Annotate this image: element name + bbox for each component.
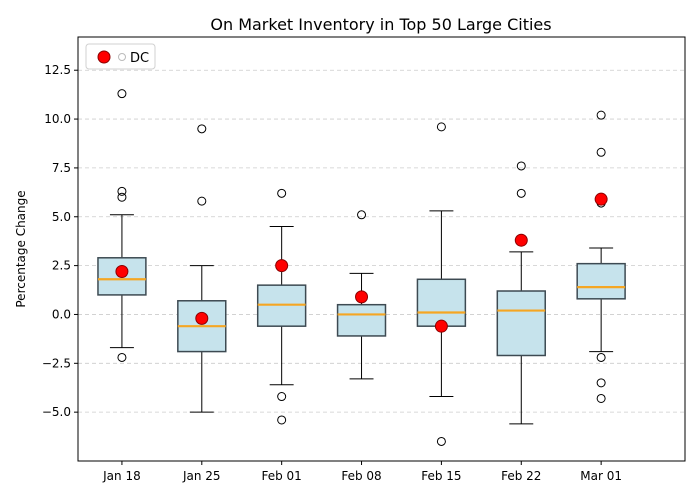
outlier-point bbox=[117, 186, 127, 196]
dc-markers-layer bbox=[115, 192, 608, 333]
y-tick-label: 5.0 bbox=[52, 210, 71, 224]
y-axis-ticks: −5.0 −2.5 0.0 2.5 5.0 7.5 10.0 12.5 bbox=[42, 63, 78, 419]
x-tick-label: Jan 18 bbox=[102, 469, 141, 483]
box-group-4 bbox=[336, 210, 387, 380]
outlier-point bbox=[357, 210, 367, 220]
outlier-point bbox=[117, 352, 127, 362]
x-axis-ticks: Jan 18 Jan 25 Feb 01 Feb 08 Feb 15 Feb 22 Mar … bbox=[102, 461, 622, 483]
outlier-point bbox=[277, 415, 287, 425]
outlier-point bbox=[596, 378, 606, 388]
x-tick-label: Mar 01 bbox=[580, 469, 622, 483]
x-tick-label: Feb 08 bbox=[341, 469, 381, 483]
dc-point bbox=[434, 319, 448, 333]
x-tick-label: Feb 15 bbox=[421, 469, 461, 483]
legend-dc-label: DC bbox=[130, 51, 149, 66]
outlier-point bbox=[436, 436, 446, 446]
legend-dc-marker-icon bbox=[97, 50, 111, 64]
x-tick-label: Feb 01 bbox=[261, 469, 301, 483]
y-tick-label: −5.0 bbox=[42, 405, 71, 419]
dc-point bbox=[355, 290, 369, 304]
outlier-point bbox=[117, 192, 127, 202]
y-tick-label: 10.0 bbox=[44, 112, 71, 126]
grid-lines bbox=[78, 69, 685, 413]
box-group-2 bbox=[177, 124, 227, 413]
outlier-point bbox=[596, 110, 606, 120]
outlier-point bbox=[516, 188, 526, 198]
y-tick-label: 12.5 bbox=[44, 63, 71, 77]
outlier-point bbox=[436, 122, 446, 132]
outlier-point bbox=[197, 196, 207, 206]
x-tick-label: Jan 25 bbox=[182, 469, 221, 483]
legend-outlier-marker-icon bbox=[118, 53, 126, 61]
box-group-7 bbox=[576, 110, 626, 403]
outlier-point bbox=[117, 89, 127, 99]
dc-point bbox=[275, 259, 289, 273]
box-group-5 bbox=[416, 122, 467, 446]
box bbox=[496, 290, 546, 357]
box bbox=[576, 262, 626, 300]
y-tick-label: 2.5 bbox=[52, 259, 71, 273]
box bbox=[416, 278, 467, 327]
y-tick-label: −2.5 bbox=[42, 356, 71, 370]
x-tick-label: Feb 22 bbox=[501, 469, 541, 483]
outlier-point bbox=[277, 392, 287, 402]
chart-title: On Market Inventory in Top 50 Large Citi… bbox=[210, 15, 551, 34]
boxes-layer bbox=[97, 89, 626, 446]
y-axis-label: Percentage Change bbox=[14, 190, 28, 307]
dc-point bbox=[195, 311, 209, 325]
outlier-point bbox=[596, 147, 606, 157]
legend: DC bbox=[85, 43, 156, 70]
plot-frame bbox=[77, 36, 686, 462]
outlier-point bbox=[596, 352, 606, 362]
dc-point bbox=[514, 233, 528, 247]
y-tick-label: 7.5 bbox=[52, 161, 71, 175]
box-group-6 bbox=[496, 161, 546, 425]
dc-point bbox=[115, 264, 129, 278]
dc-point bbox=[594, 192, 608, 206]
outlier-point bbox=[277, 188, 287, 198]
outlier-point bbox=[596, 393, 606, 403]
box bbox=[336, 303, 387, 337]
box-group-3 bbox=[256, 188, 307, 425]
y-tick-label: 0.0 bbox=[52, 307, 71, 321]
outlier-point bbox=[197, 124, 207, 134]
box-group-1 bbox=[97, 89, 147, 362]
outlier-point bbox=[516, 161, 526, 171]
